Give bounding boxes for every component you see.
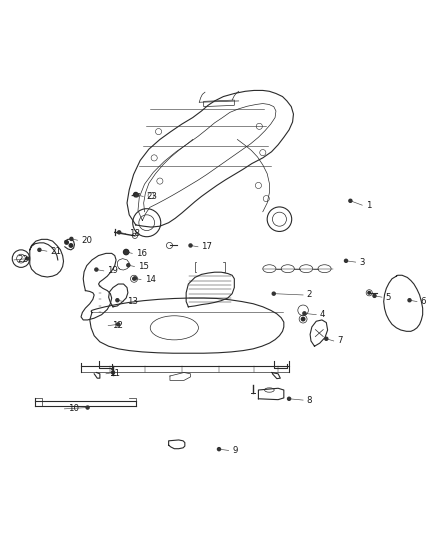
Circle shape: [26, 257, 29, 260]
Circle shape: [349, 199, 352, 203]
Text: 2: 2: [307, 290, 312, 300]
Circle shape: [70, 237, 73, 240]
Circle shape: [134, 192, 138, 197]
Text: 21: 21: [50, 247, 61, 256]
Text: 6: 6: [420, 297, 426, 306]
Text: 15: 15: [138, 262, 149, 271]
Circle shape: [38, 248, 41, 252]
Circle shape: [368, 292, 371, 294]
Text: 4: 4: [320, 310, 325, 319]
Circle shape: [287, 397, 291, 400]
Circle shape: [124, 251, 128, 254]
Text: 23: 23: [147, 192, 158, 201]
Circle shape: [117, 231, 121, 234]
Text: 20: 20: [81, 236, 92, 245]
Text: 17: 17: [201, 243, 212, 251]
Text: 10: 10: [68, 405, 79, 414]
Text: 12: 12: [112, 321, 123, 330]
Circle shape: [86, 406, 89, 409]
Text: 5: 5: [385, 293, 391, 302]
Text: 14: 14: [145, 275, 155, 284]
Circle shape: [124, 249, 129, 255]
Text: 3: 3: [359, 257, 365, 266]
Text: 13: 13: [127, 297, 138, 306]
Circle shape: [69, 244, 73, 247]
Text: 8: 8: [307, 395, 312, 405]
Circle shape: [133, 277, 136, 280]
Circle shape: [303, 312, 306, 315]
Circle shape: [65, 241, 68, 244]
Circle shape: [189, 244, 192, 247]
Circle shape: [133, 278, 135, 280]
Text: 18: 18: [129, 229, 140, 238]
Text: 19: 19: [107, 266, 118, 276]
Circle shape: [301, 317, 305, 321]
Circle shape: [373, 294, 376, 297]
Circle shape: [272, 292, 275, 295]
Circle shape: [111, 371, 115, 374]
Circle shape: [117, 323, 120, 326]
Circle shape: [217, 448, 221, 451]
Circle shape: [116, 298, 119, 302]
Text: 7: 7: [337, 336, 343, 345]
Circle shape: [344, 259, 348, 262]
Circle shape: [325, 337, 328, 340]
Text: 9: 9: [232, 446, 237, 455]
Text: 11: 11: [110, 369, 120, 378]
Text: 1: 1: [366, 201, 371, 209]
Text: 16: 16: [136, 249, 147, 258]
Text: 22: 22: [18, 255, 28, 264]
Circle shape: [408, 298, 411, 302]
Circle shape: [95, 268, 98, 271]
Circle shape: [127, 264, 130, 266]
Circle shape: [136, 193, 138, 197]
